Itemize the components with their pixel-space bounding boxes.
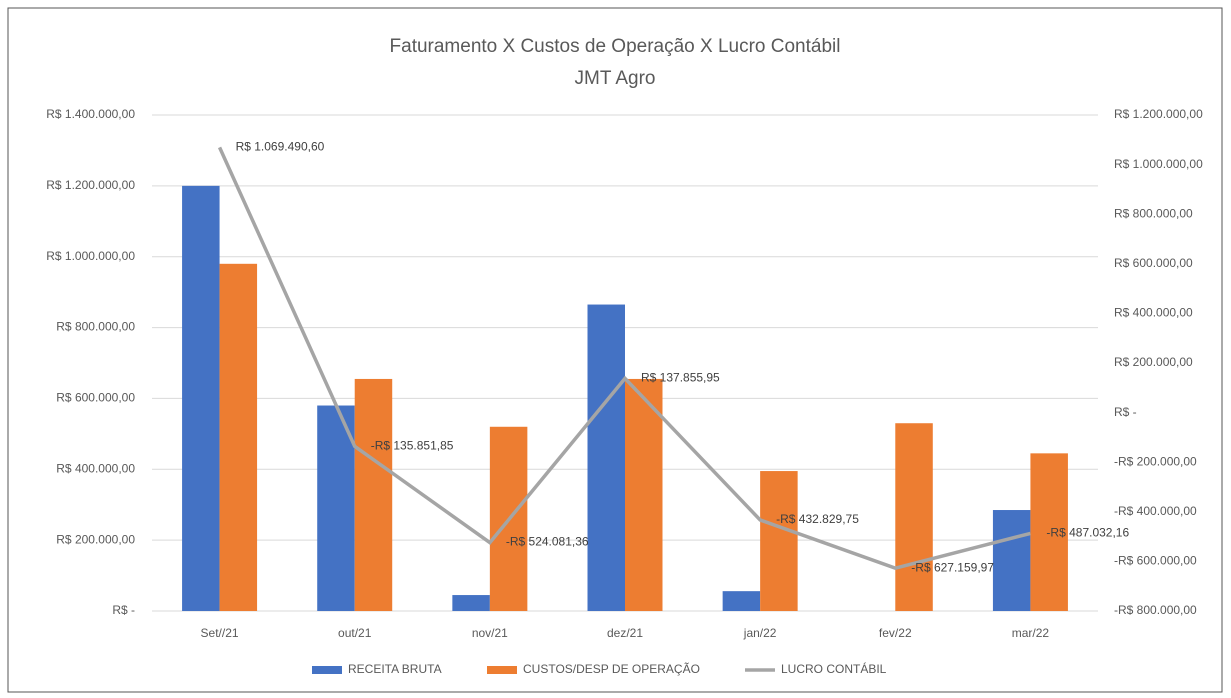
y-tick-label: R$ 1.200.000,00 xyxy=(46,178,135,192)
bar xyxy=(317,405,355,611)
y-tick-label: R$ 600.000,00 xyxy=(56,391,135,405)
legend-label: LUCRO CONTÁBIL xyxy=(781,661,887,676)
data-label: -R$ 524.081,36 xyxy=(506,535,589,549)
legend-swatch xyxy=(312,666,342,674)
bar xyxy=(452,595,490,611)
bar xyxy=(354,378,393,611)
y-tick-label: R$ - xyxy=(112,603,135,617)
y-tick-label: R$ 800.000,00 xyxy=(56,320,135,334)
y2-tick-label: R$ 800.000,00 xyxy=(1114,206,1193,220)
y2-tick-label: R$ 1.000.000,00 xyxy=(1114,157,1203,171)
data-label: -R$ 487.032,16 xyxy=(1046,526,1129,540)
x-tick-label: fev/22 xyxy=(879,626,912,640)
bar xyxy=(722,591,761,611)
data-label: -R$ 432.829,75 xyxy=(776,512,859,526)
bar xyxy=(219,263,258,611)
y-tick-label: R$ 1.400.000,00 xyxy=(46,107,135,121)
data-label: R$ 137.855,95 xyxy=(641,371,720,385)
y2-tick-label: -R$ 600.000,00 xyxy=(1114,554,1197,568)
line xyxy=(217,146,1031,570)
data-label: R$ 1.069.490,60 xyxy=(236,140,325,154)
y2-tick-label: -R$ 200.000,00 xyxy=(1114,454,1197,468)
y2-tick-label: R$ 600.000,00 xyxy=(1114,256,1193,270)
x-tick-label: jan/22 xyxy=(743,626,777,640)
x-tick-label: dez/21 xyxy=(607,626,643,640)
bar xyxy=(1030,453,1068,611)
legend-swatch xyxy=(487,666,517,674)
legend-label: RECEITA BRUTA xyxy=(348,662,442,676)
bar xyxy=(992,510,1031,611)
y2-tick-label: -R$ 400.000,00 xyxy=(1114,504,1197,518)
y2-tick-label: R$ - xyxy=(1114,405,1137,419)
legend-label: CUSTOS/DESP DE OPERAÇÃO xyxy=(523,662,700,676)
x-tick-label: nov/21 xyxy=(472,626,508,640)
data-label: -R$ 627.159,97 xyxy=(911,560,994,574)
bar xyxy=(760,471,798,611)
x-tick-label: out/21 xyxy=(338,626,372,640)
y2-tick-label: R$ 200.000,00 xyxy=(1114,355,1193,369)
bar xyxy=(625,378,663,611)
y-tick-label: R$ 1.000.000,00 xyxy=(46,249,135,263)
y-tick-label: R$ 400.000,00 xyxy=(56,461,135,475)
chart-subtitle: JMT Agro xyxy=(575,68,656,89)
y2-tick-label: R$ 1.200.000,00 xyxy=(1114,107,1203,121)
y2-tick-label: -R$ 800.000,00 xyxy=(1114,603,1197,617)
y2-tick-label: R$ 400.000,00 xyxy=(1114,306,1193,320)
bar xyxy=(587,304,625,611)
x-tick-label: mar/22 xyxy=(1012,626,1050,640)
x-tick-label: Set//21 xyxy=(201,626,239,640)
y-tick-label: R$ 200.000,00 xyxy=(56,532,135,546)
data-label: -R$ 135.851,85 xyxy=(371,438,454,452)
bar xyxy=(182,185,220,611)
bar xyxy=(895,423,933,611)
chart-title: Faturamento X Custos de Operação X Lucro… xyxy=(390,36,841,57)
